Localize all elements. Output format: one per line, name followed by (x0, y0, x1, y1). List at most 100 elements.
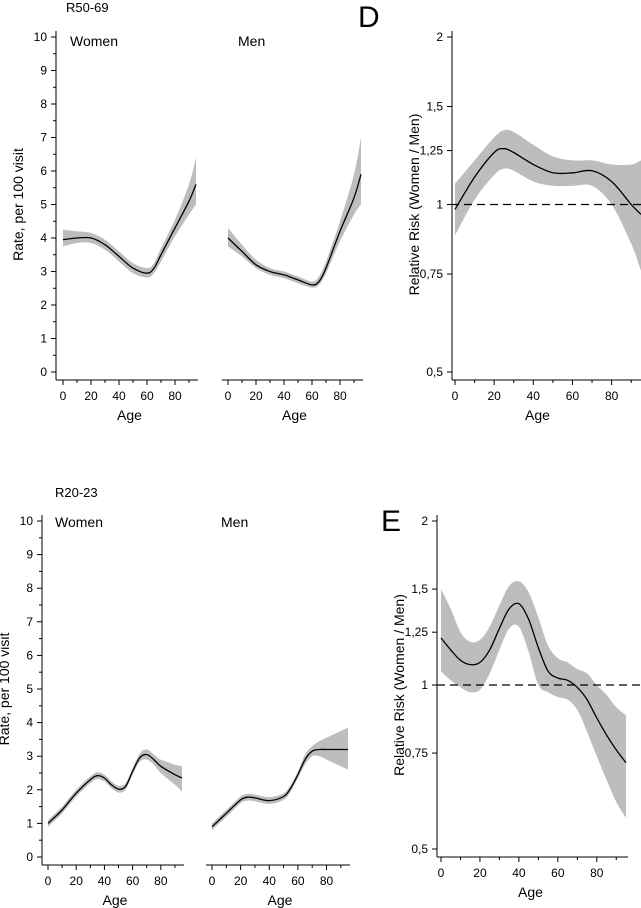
y-tick-label: 2 (26, 783, 33, 797)
chart-title: R20-23 (55, 485, 98, 500)
y-tick-label: 2 (40, 298, 47, 312)
x-tick-label: 80 (168, 389, 182, 403)
x-tick-label: 60 (566, 389, 580, 403)
y-tick-label: 5 (26, 682, 33, 696)
panel-label: Men (221, 514, 248, 530)
x-tick-label: 0 (45, 874, 52, 888)
x-tick-label: 60 (291, 874, 305, 888)
x-tick-label: 80 (154, 874, 168, 888)
confidence-band (63, 157, 196, 278)
y-tick-label: 10 (34, 30, 48, 44)
y-tick-label: 0,5 (426, 365, 443, 379)
x-tick-label: 40 (277, 389, 291, 403)
y-tick-label: 4 (26, 716, 33, 730)
y-tick-label: 0 (26, 850, 33, 864)
y-tick-label: 1,25 (420, 144, 444, 158)
panel-label: Women (70, 33, 118, 49)
estimate-line (227, 174, 362, 286)
panel-letter: D (358, 1, 380, 34)
y-tick-label: 1 (421, 678, 428, 692)
y-axis-label: Relative Risk (Women / Men) (406, 114, 422, 296)
chart-panel-d: 0 20 40 60 80 Age 0,5 0,75 1 1,25 1,5 2 Relative Ris… (358, 1, 641, 423)
x-axis-label: Age (518, 884, 543, 900)
y-tick-label: 1,25 (405, 625, 429, 639)
y-tick-label: 9 (26, 548, 33, 562)
y-tick-label: 7 (40, 131, 47, 145)
chart-title: R50-69 (66, 0, 109, 15)
chart-r50-women: 0 20 40 60 80 Age 0 1 2 3 4 5 6 7 8 9 10 Rate, per 100 vi… (10, 0, 198, 423)
y-tick-label: 1,5 (411, 582, 428, 596)
y-tick-label: 0 (40, 365, 47, 379)
y-tick-label: 1 (40, 332, 47, 346)
y-axis-label: Relative Risk (Women / Men) (391, 594, 407, 776)
x-tick-label: 40 (512, 866, 526, 880)
x-tick-label: 20 (487, 389, 501, 403)
x-tick-label: 0 (438, 866, 445, 880)
estimate-line (47, 753, 183, 824)
x-axis-label: Age (117, 407, 142, 423)
confidence-band (441, 581, 626, 818)
panel-letter: E (381, 505, 401, 538)
y-tick-label: 0,75 (420, 267, 444, 281)
y-tick-label: 10 (20, 514, 34, 528)
y-tick-label: 5 (40, 198, 47, 212)
chart-r50-men: 0 20 40 60 80 Age Men (222, 33, 363, 423)
x-tick-label: 40 (263, 874, 277, 888)
x-tick-label: 40 (98, 874, 112, 888)
x-tick-label: 40 (112, 389, 126, 403)
x-axis-label: Age (525, 407, 550, 423)
y-tick-label: 6 (40, 164, 47, 178)
x-tick-label: 20 (473, 866, 487, 880)
confidence-band (455, 129, 641, 271)
x-axis-label: Age (268, 892, 293, 908)
panel-label: Women (55, 514, 103, 530)
y-tick-label: 2 (421, 514, 428, 528)
x-tick-label: 80 (333, 389, 347, 403)
x-tick-label: 0 (225, 389, 232, 403)
y-tick-label: 8 (26, 581, 33, 595)
x-tick-label: 40 (527, 389, 541, 403)
x-axis-label: Age (103, 892, 128, 908)
x-tick-label: 20 (249, 389, 263, 403)
y-tick-label: 2 (436, 30, 443, 44)
estimate-line (62, 184, 197, 274)
x-tick-label: 20 (234, 874, 248, 888)
y-tick-label: 9 (40, 64, 47, 78)
chart-r20-men: 0 20 40 60 80 Age Men (206, 514, 350, 908)
x-tick-label: 60 (305, 389, 319, 403)
x-tick-label: 80 (605, 389, 619, 403)
y-axis-label: Rate, per 100 visit (0, 632, 12, 745)
x-tick-label: 80 (320, 874, 334, 888)
x-tick-label: 60 (140, 389, 154, 403)
y-tick-label: 1 (436, 198, 443, 212)
x-tick-label: 20 (70, 874, 84, 888)
x-tick-label: 0 (60, 389, 67, 403)
chart-panel-e: 0 20 40 60 80 Age 0,5 0,75 1 1,25 1,5 2 Relative Ris… (381, 505, 641, 900)
x-tick-label: 60 (551, 866, 565, 880)
y-tick-label: 1,5 (426, 100, 443, 114)
y-axis-label: Rate, per 100 visit (10, 148, 26, 261)
x-tick-label: 0 (452, 389, 459, 403)
y-tick-label: 7 (26, 615, 33, 629)
panel-label: Men (238, 33, 265, 49)
x-tick-label: 20 (84, 389, 98, 403)
chart-r20-women: 0 20 40 60 80 Age 0 1 2 3 4 5 6 7 8 9 10 Rate, per 100 vi… (0, 485, 184, 908)
y-tick-label: 4 (40, 231, 47, 245)
y-tick-label: 3 (26, 749, 33, 763)
x-tick-label: 60 (126, 874, 140, 888)
estimate-line (440, 602, 627, 764)
estimate-line (454, 147, 641, 215)
estimate-line (211, 748, 348, 828)
y-tick-label: 3 (40, 265, 47, 279)
y-tick-label: 0,5 (411, 842, 428, 856)
x-tick-label: 80 (590, 866, 604, 880)
confidence-band (228, 137, 361, 288)
confidence-band (212, 727, 348, 831)
y-tick-label: 6 (26, 648, 33, 662)
x-axis-label: Age (282, 407, 307, 423)
y-tick-label: 1 (26, 816, 33, 830)
y-tick-label: 8 (40, 97, 47, 111)
y-tick-label: 0,75 (405, 746, 429, 760)
x-tick-label: 0 (209, 874, 216, 888)
